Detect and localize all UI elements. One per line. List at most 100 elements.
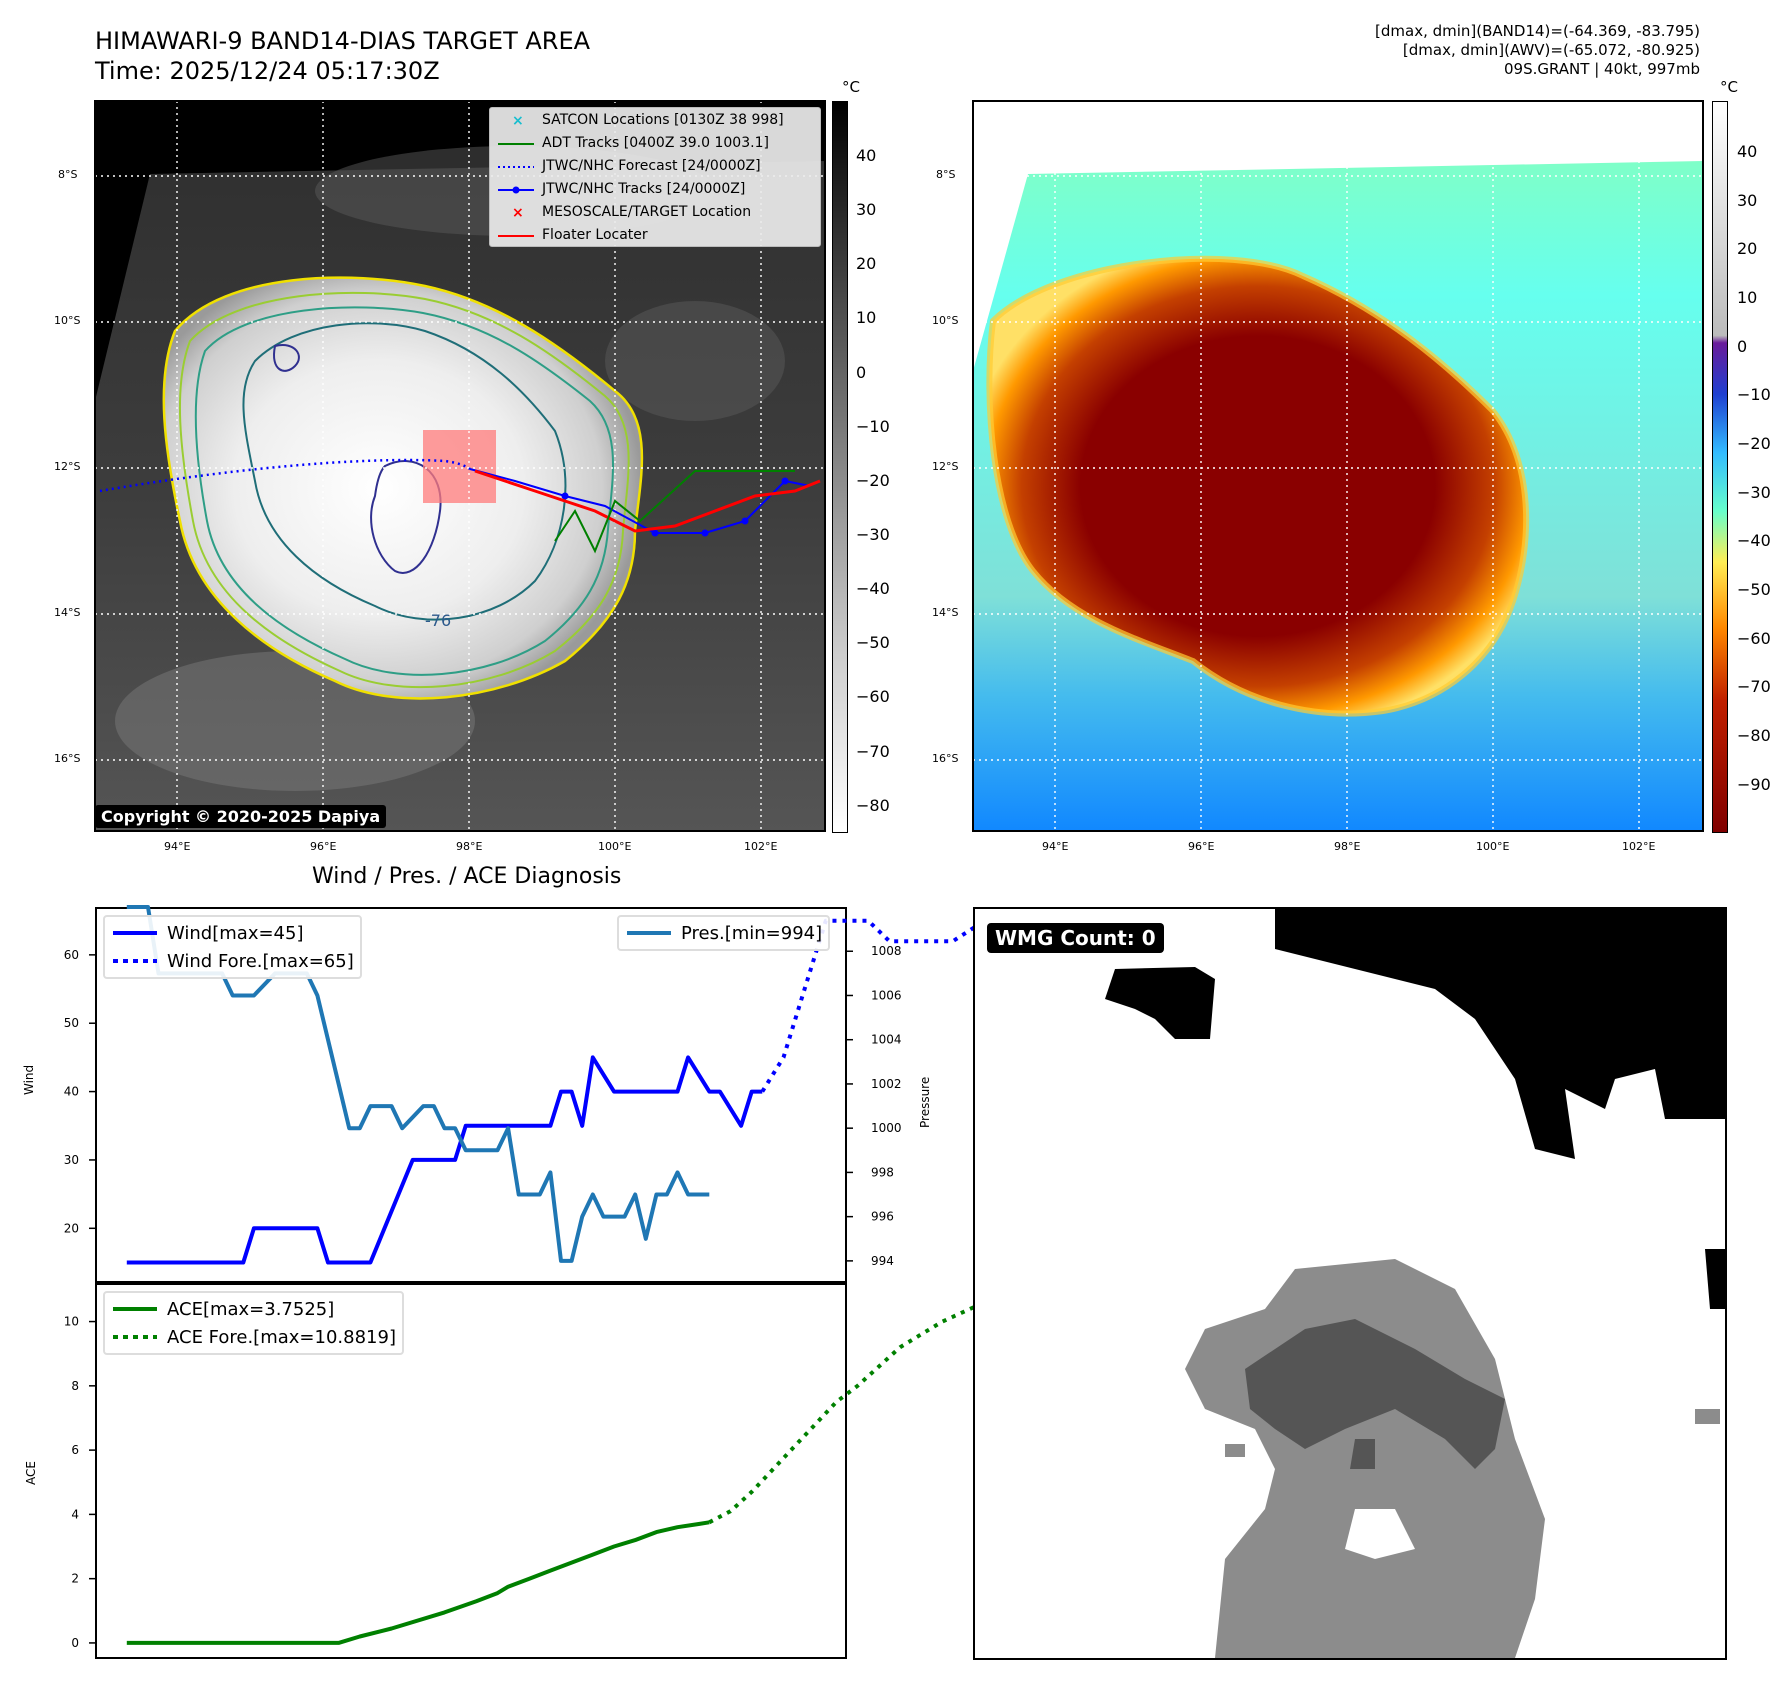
lon-label: 96°E <box>310 840 337 853</box>
colorbar-tick: −30 <box>1737 483 1771 502</box>
y2-tick-label: 1006 <box>871 988 902 1002</box>
ace-chart: 0 2 4 6 8 10 ACE[max=3.7525] ACE Fore.[max=10… <box>64 1283 1007 1659</box>
pres-legend: Pres.[min=994] <box>617 915 831 951</box>
y-tick-label: 8 <box>71 1379 79 1393</box>
lat-label: 8°S <box>58 168 78 181</box>
ace-fore-legend-row: ACE Fore.[max=10.8819] <box>105 1323 396 1351</box>
ir-colorbar-unit: °C <box>842 78 860 96</box>
info-line-awv: [dmax, dmin](AWV)=(-65.072, -80.925) <box>1402 41 1700 59</box>
copyright-badge: Copyright © 2020-2025 Dapiya <box>95 805 387 828</box>
plot-frame <box>95 1283 847 1659</box>
wind-pres-chart: 20 30 40 50 60 994 996 998 1000 1002 1004 1006 1008 … <box>64 905 976 1283</box>
colorbar-tick: −60 <box>1737 629 1771 648</box>
colorbar-tick: −60 <box>856 687 890 706</box>
colorbar-tick: 10 <box>856 308 877 327</box>
lat-label: 12°S <box>932 460 959 473</box>
forecast-track <box>99 458 471 493</box>
lon-label: 96°E <box>1188 840 1215 853</box>
info-line-storm: 09S.GRANT | 40kt, 997mb <box>1503 60 1700 78</box>
ace-legend: ACE[max=3.7525] ACE Fore.[max=10.8819] <box>103 1291 404 1355</box>
colorbar-tick: −70 <box>1737 677 1771 696</box>
colorbar-tick: −50 <box>1737 580 1771 599</box>
y2-tick-label: 994 <box>871 1254 894 1268</box>
wmg-panel: WMG Count: 0 <box>973 907 1727 1660</box>
lat-label: 16°S <box>54 752 81 765</box>
y2-tick-label: 1004 <box>871 1033 902 1047</box>
colorbar-tick: 20 <box>1737 239 1758 258</box>
info-line-band14: [dmax, dmin](BAND14)=(-64.369, -83.795) <box>1375 22 1700 40</box>
awv-map-image <box>973 101 1703 831</box>
colorbar-tick: −70 <box>856 742 890 761</box>
y2-tick-label: 1008 <box>871 944 902 958</box>
y2-tick-label: 1000 <box>871 1121 902 1135</box>
contour-label: -76 <box>425 611 451 630</box>
awv-map-panel <box>973 101 1703 831</box>
lon-label: 98°E <box>456 840 483 853</box>
y-tick-label: 20 <box>64 1221 79 1235</box>
colorbar-tick: −20 <box>856 471 890 490</box>
lon-label: 94°E <box>164 840 191 853</box>
line-dot-icon <box>498 184 534 194</box>
svg-text:×: × <box>512 207 524 219</box>
y2-tick-label: 996 <box>871 1210 894 1224</box>
ace-plot: 0 2 4 6 8 10 <box>64 1283 1007 1659</box>
y-tick-label: 2 <box>71 1572 79 1586</box>
floater-track <box>474 469 821 533</box>
lon-label: 98°E <box>1334 840 1361 853</box>
figure-title: HIMAWARI-9 BAND14-DIAS TARGET AREA <box>95 27 591 55</box>
legend-floater: Floater Locater <box>490 223 820 246</box>
legend-jtwc-tracks: JTWC/NHC Tracks [24/0000Z] <box>490 177 820 200</box>
series-line-0 <box>126 1520 710 1645</box>
lat-label: 14°S <box>932 606 959 619</box>
lon-label: 102°E <box>1622 840 1656 853</box>
legend-mesoscale: × MESOSCALE/TARGET Location <box>490 200 820 223</box>
adt-track <box>554 470 795 554</box>
awv-colorbar-ticks: 40 30 20 10 0 −10 −20 −30 −40 −50 −60 −7… <box>1737 142 1787 832</box>
pres-legend-row: Pres.[min=994] <box>619 919 822 947</box>
info-block: [dmax, dmin](BAND14)=(-64.369, -83.795) … <box>1000 22 1700 79</box>
colorbar-tick: −30 <box>856 525 890 544</box>
target-area-box <box>423 430 496 503</box>
diagnosis-title: Wind / Pres. / ACE Diagnosis <box>312 864 622 889</box>
dotted-line-icon <box>498 161 534 171</box>
y2-tick-label: 998 <box>871 1165 894 1179</box>
dotted-line-icon <box>113 959 157 963</box>
colorbar-tick: −20 <box>1737 434 1771 453</box>
colorbar-tick: 30 <box>856 200 877 219</box>
ir-map-panel: -76 × SATCON Locations [0130Z 38 998] AD… <box>95 101 825 831</box>
solid-line-icon <box>627 931 671 935</box>
wind-legend: Wind[max=45] Wind Fore.[max=65] <box>103 915 362 979</box>
colorbar-tick: 40 <box>1737 142 1758 161</box>
lat-label: 12°S <box>54 460 81 473</box>
colorbar-tick: 20 <box>856 254 877 273</box>
y-tick-label: 40 <box>64 1085 79 1099</box>
colorbar-tick: −10 <box>856 417 890 436</box>
legend-jtwc-forecast: JTWC/NHC Forecast [24/0000Z] <box>490 154 820 177</box>
series-line-0 <box>126 1055 763 1265</box>
lat-label: 10°S <box>932 314 959 327</box>
y-tick-label: 0 <box>71 1636 79 1650</box>
wind-ylabel: Wind <box>22 1064 36 1095</box>
awv-colorbar <box>1712 101 1728 833</box>
wmg-image <box>1105 909 1725 1658</box>
lon-label: 102°E <box>744 840 778 853</box>
y2-tick-label: 1002 <box>871 1077 902 1091</box>
x-marker-icon: × <box>498 205 534 221</box>
wind-fore-legend-row: Wind Fore.[max=65] <box>105 947 354 975</box>
lon-label: 94°E <box>1042 840 1069 853</box>
ace-legend-row: ACE[max=3.7525] <box>105 1295 396 1323</box>
solid-line-icon <box>498 230 534 240</box>
svg-text:×: × <box>512 115 524 127</box>
colorbar-tick: −80 <box>856 796 890 815</box>
ir-legend: × SATCON Locations [0130Z 38 998] ADT Tr… <box>489 107 821 247</box>
colorbar-tick: 40 <box>856 146 877 165</box>
y-tick-label: 30 <box>64 1153 79 1167</box>
lon-label: 100°E <box>598 840 632 853</box>
wmg-count-badge: WMG Count: 0 <box>987 923 1164 953</box>
lat-label: 10°S <box>54 314 81 327</box>
y-tick-label: 6 <box>71 1443 79 1457</box>
wind-legend-row: Wind[max=45] <box>105 919 354 947</box>
lat-label: 14°S <box>54 606 81 619</box>
colorbar-tick: −90 <box>1737 775 1771 794</box>
figure-time: Time: 2025/12/24 05:17:30Z <box>95 57 440 85</box>
